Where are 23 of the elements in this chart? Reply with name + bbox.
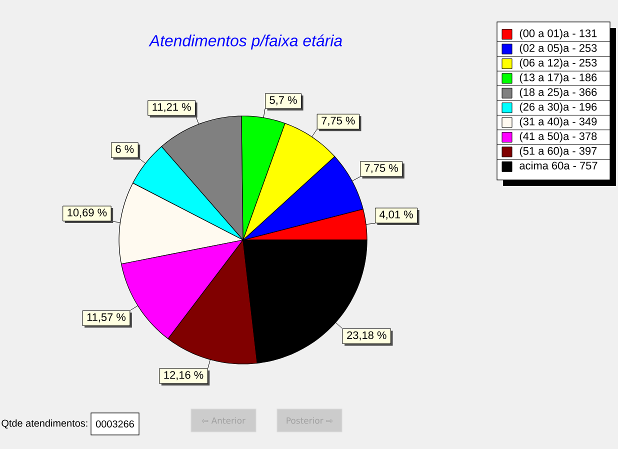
text: 0003266 — [96, 420, 134, 428]
data-label: 12,16 % — [164, 371, 204, 380]
data-label: 23,18 % — [347, 331, 386, 340]
text: Atendimentos p/faixa etária — [148, 34, 342, 50]
legend-label: (06 a 12)a - 253 — [520, 58, 597, 69]
text: Qtde atendimentos: — [2, 419, 88, 429]
legend-label: acima 60a - 757 — [520, 161, 598, 170]
legend-label: (31 a 40)a - 349 — [520, 117, 597, 128]
data-label: 11,21 % — [152, 103, 191, 112]
data-label: 6 % — [116, 145, 134, 153]
legend-label: (18 a 25)a - 366 — [520, 88, 597, 98]
data-label: 10,69 % — [68, 208, 107, 218]
legend-label: (51 a 60)a - 397 — [520, 146, 597, 157]
data-label: 7,75 % — [322, 116, 355, 126]
legend-label: (13 a 17)a - 186 — [520, 73, 597, 84]
data-label: 4,01 % — [379, 210, 413, 220]
legend-label: (02 a 05)a - 253 — [520, 44, 597, 54]
data-label: 11,57 % — [87, 313, 126, 322]
legend-label: (41 a 50)a - 378 — [520, 132, 597, 142]
data-label: 5,7 % — [270, 96, 297, 106]
legend-label: (00 a 01)a - 131 — [520, 29, 597, 40]
legend-label: (26 a 30)a - 196 — [520, 102, 597, 113]
data-label: 7,75 % — [364, 164, 398, 174]
